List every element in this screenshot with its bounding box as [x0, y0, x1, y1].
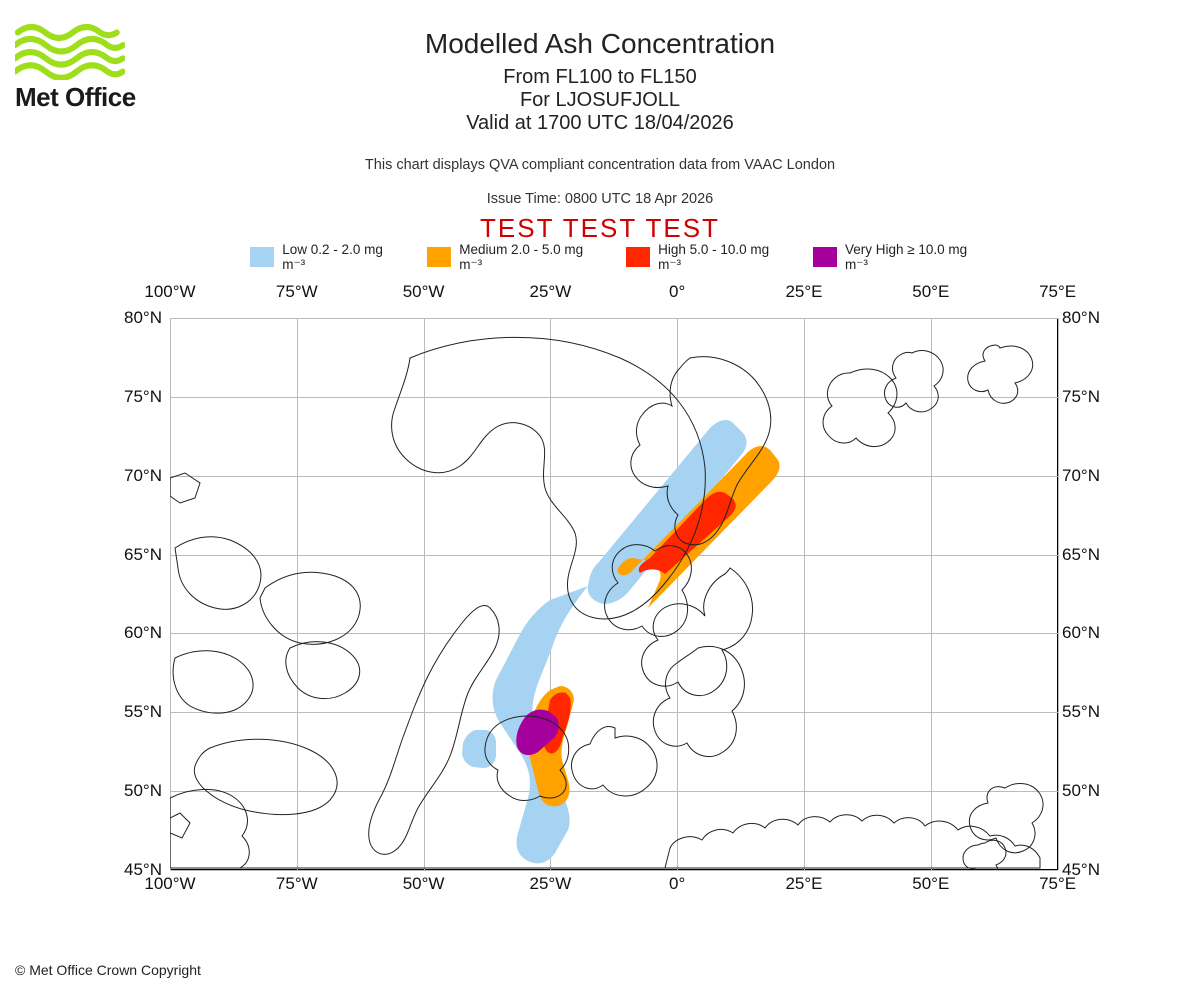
- y-tick-left-2: 70°N: [102, 466, 162, 486]
- page-title: Modelled Ash Concentration From FL100 to…: [0, 28, 1200, 135]
- ash-plume-low: [462, 420, 747, 863]
- legend-label-high: High 5.0 - 10.0 mg m⁻³: [658, 242, 787, 273]
- y-tick-right-4: 60°N: [1062, 623, 1122, 643]
- y-tick-left-4: 60°N: [102, 623, 162, 643]
- legend-item-veryhigh: Very High ≥ 10.0 mg m⁻³: [813, 242, 984, 273]
- legend-swatch-low: [250, 247, 274, 267]
- map-container[interactable]: 100°W 75°W 50°W 25°W 0° 25°E 50°E 75°E 1…: [170, 318, 1058, 870]
- chart-subtext: This chart displays QVA compliant concen…: [0, 157, 1200, 173]
- coastline-franz-josef-land: [968, 345, 1033, 403]
- x-tick-top-1: 75°W: [276, 282, 318, 302]
- legend-item-high: High 5.0 - 10.0 mg m⁻³: [626, 242, 787, 273]
- x-tick-bottom-2: 50°W: [403, 874, 445, 894]
- legend-label-veryhigh: Very High ≥ 10.0 mg m⁻³: [845, 242, 984, 273]
- y-tick-right-3: 65°N: [1062, 545, 1122, 565]
- coastline-western-europe: [170, 789, 1040, 868]
- x-tick-top-2: 50°W: [403, 282, 445, 302]
- concentration-legend: Low 0.2 - 2.0 mg m⁻³ Medium 2.0 - 5.0 mg…: [250, 244, 1010, 270]
- x-tick-top-6: 50°E: [912, 282, 949, 302]
- y-tick-left-0: 80°N: [102, 308, 162, 328]
- y-tick-left-1: 75°N: [102, 387, 162, 407]
- x-tick-top-3: 25°W: [530, 282, 572, 302]
- issue-time-text: Issue Time: 0800 UTC 18 Apr 2026: [0, 191, 1200, 207]
- gridline-h-7: [170, 870, 1058, 871]
- legend-label-medium: Medium 2.0 - 5.0 mg m⁻³: [459, 242, 600, 273]
- y-tick-right-0: 80°N: [1062, 308, 1122, 328]
- x-tick-bottom-1: 75°W: [276, 874, 318, 894]
- x-tick-top-5: 25°E: [785, 282, 822, 302]
- y-tick-left-5: 55°N: [102, 702, 162, 722]
- x-tick-bottom-3: 25°W: [530, 874, 572, 894]
- x-tick-bottom-5: 25°E: [785, 874, 822, 894]
- x-tick-bottom-4: 0°: [669, 874, 685, 894]
- test-banner: TEST TEST TEST: [0, 213, 1200, 244]
- y-tick-right-1: 75°N: [1062, 387, 1122, 407]
- y-tick-right-7: 45°N: [1062, 860, 1122, 880]
- coastline-finland-russia-baltic: [572, 646, 745, 796]
- y-tick-right-2: 70°N: [1062, 466, 1122, 486]
- y-tick-left-6: 50°N: [102, 781, 162, 801]
- report-page: Met Office Modelled Ash Concentration Fr…: [0, 0, 1200, 1000]
- legend-label-low: Low 0.2 - 2.0 mg m⁻³: [282, 242, 401, 273]
- legend-swatch-veryhigh: [813, 247, 837, 267]
- x-tick-bottom-6: 50°E: [912, 874, 949, 894]
- y-tick-right-6: 50°N: [1062, 781, 1122, 801]
- legend-item-low: Low 0.2 - 2.0 mg m⁻³: [250, 242, 401, 273]
- x-tick-top-4: 0°: [669, 282, 685, 302]
- x-tick-top-7: 75°E: [1039, 282, 1076, 302]
- ash-concentration-map[interactable]: [170, 318, 1058, 870]
- legend-swatch-high: [626, 247, 650, 267]
- legend-item-medium: Medium 2.0 - 5.0 mg m⁻³: [427, 242, 600, 273]
- y-tick-right-5: 55°N: [1062, 702, 1122, 722]
- coastline-svalbard: [823, 351, 943, 447]
- x-tick-top-0: 100°W: [144, 282, 195, 302]
- coastline-canada-arctic: [170, 473, 360, 838]
- y-tick-left-3: 65°N: [102, 545, 162, 565]
- legend-swatch-medium: [427, 247, 451, 267]
- footer-copyright: © Met Office Crown Copyright: [15, 962, 201, 978]
- y-tick-left-7: 45°N: [102, 860, 162, 880]
